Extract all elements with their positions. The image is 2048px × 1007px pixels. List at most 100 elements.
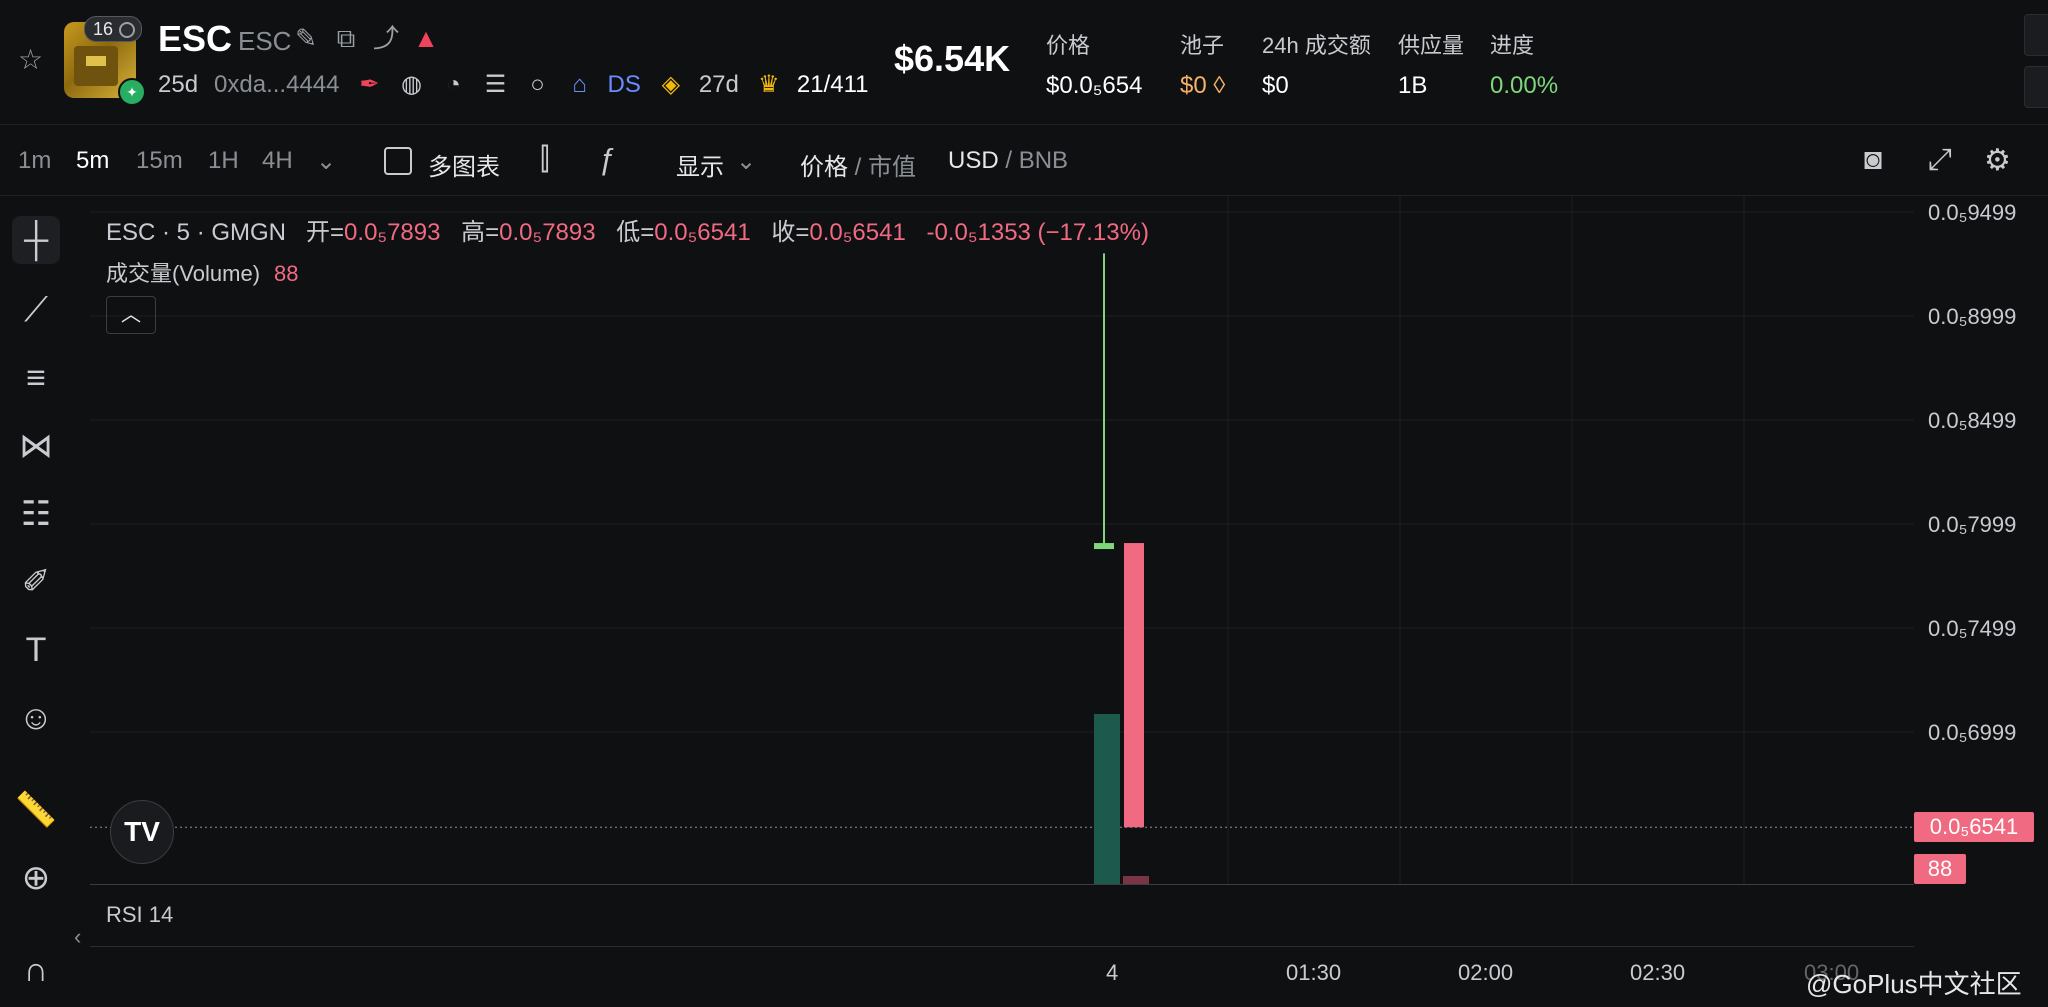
- collapse-legend-button[interactable]: ︿: [106, 296, 156, 334]
- interval-5m[interactable]: 5m: [76, 147, 110, 174]
- stat-value: 1B: [1398, 72, 1428, 99]
- camera-icon[interactable]: ◙: [1864, 143, 1883, 176]
- pane-divider[interactable]: [90, 884, 1914, 885]
- time-axis-divider: [90, 946, 1914, 947]
- collapse-left-icon[interactable]: ‹: [74, 924, 82, 949]
- mcap-option[interactable]: 市值: [868, 154, 917, 181]
- currency-toggle[interactable]: USD / BNB: [948, 147, 1069, 174]
- close-key: 收=: [771, 219, 810, 246]
- stat-label: 价格: [1046, 33, 1091, 58]
- stat-supply: 供应量 1B: [1398, 28, 1464, 100]
- ohlc-legend: ESC · 5 · GMGN 开=0.0₅7893 高=0.0₅7893 低=0…: [106, 212, 1163, 247]
- stat-label: 供应量: [1398, 33, 1465, 58]
- indicators-icon[interactable]: ƒ: [598, 143, 615, 176]
- token-address[interactable]: 0xda...4444: [214, 70, 340, 98]
- crosshair-icon[interactable]: ┼: [12, 216, 60, 264]
- stat-progress: 进度 0.00%: [1490, 28, 1558, 100]
- star-icon[interactable]: ☆: [18, 44, 44, 75]
- share-icon[interactable]: ⤴: [372, 23, 399, 53]
- holders-count: 21/411: [796, 70, 869, 98]
- edit-icon[interactable]: ✎: [295, 23, 317, 53]
- candle-body: [1094, 543, 1114, 550]
- fib-lines-icon[interactable]: ≡: [26, 359, 46, 397]
- token-name: ESC: [238, 26, 292, 56]
- volume-bar: [1094, 714, 1120, 884]
- multi-chart-checkbox[interactable]: [384, 147, 412, 175]
- search-icon[interactable]: ○: [530, 70, 545, 98]
- hat-icon[interactable]: ⌂: [572, 70, 587, 98]
- stat-value: 0.00%: [1490, 72, 1559, 99]
- drop-icon: ◊: [1206, 72, 1226, 99]
- crown-icon: ♛: [758, 71, 780, 98]
- brush-icon[interactable]: ✐: [21, 563, 51, 601]
- token-symbol: ESC: [158, 18, 233, 59]
- fullscreen-icon[interactable]: ⤢: [1928, 143, 1952, 176]
- watermark: @GoPlus中文社区: [1806, 969, 2022, 999]
- candle-type-icon[interactable]: ⫿: [540, 143, 550, 176]
- ruler-icon[interactable]: 📏: [14, 791, 58, 829]
- x-tick: 02:00: [1458, 960, 1514, 985]
- ds-label[interactable]: DS: [607, 70, 641, 98]
- pattern-icon[interactable]: ⋈: [19, 427, 53, 465]
- price-axis[interactable]: 0.0₅9499 0.0₅8999 0.0₅8499 0.0₅7999 0.0₅…: [1918, 196, 2048, 956]
- stat-label: 池子: [1180, 33, 1225, 58]
- magnet-icon[interactable]: ∩: [23, 951, 49, 989]
- price-option[interactable]: 价格: [800, 154, 848, 181]
- stat-value: $0.0₅654: [1046, 72, 1143, 99]
- header-actions: ✎ ⧉ ⤴ ▲: [292, 24, 440, 52]
- tradingview-logo[interactable]: TV: [110, 800, 174, 864]
- y-tick: 0.0₅9499: [1928, 200, 2017, 225]
- token-age: 25d: [158, 70, 199, 98]
- avatar-art: [74, 46, 118, 86]
- chart-toolbar: 1m 5m 15m 1H 4H ⌄ 多图表 ⫿ ƒ 显示 ⌄ 价格 / 市值 U…: [0, 125, 2048, 196]
- interval-dropdown-icon[interactable]: ⌄: [316, 148, 337, 175]
- stat-volume: 24h 成交额 $0: [1262, 28, 1371, 100]
- candlestick-chart[interactable]: [90, 196, 1914, 886]
- panel-toggle-button[interactable]: [2024, 14, 2048, 56]
- x-tick: 4: [1106, 960, 1119, 985]
- globe-icon[interactable]: ◍: [401, 71, 422, 98]
- copy-icon[interactable]: ⧉: [336, 23, 356, 53]
- open-value: 0.0₅7893: [344, 219, 441, 246]
- trendline-icon[interactable]: ⟋: [24, 291, 48, 329]
- low-key: 低=: [616, 219, 655, 246]
- price-mcap-toggle[interactable]: 价格 / 市值: [800, 154, 917, 181]
- stat-value: $0: [1262, 72, 1289, 99]
- interval-1m[interactable]: 1m: [18, 147, 52, 174]
- stat-label: 24h 成交额: [1262, 33, 1371, 58]
- feather-icon[interactable]: ✒: [359, 71, 380, 98]
- interval-1h[interactable]: 1H: [208, 147, 239, 174]
- x-tick: 02:30: [1630, 960, 1686, 985]
- text-tool-icon[interactable]: T: [25, 631, 47, 669]
- settings-icon[interactable]: ⚙: [1984, 144, 2011, 177]
- y-tick: 0.0₅8999: [1928, 304, 2017, 329]
- list-icon[interactable]: ☰: [484, 71, 507, 98]
- warning-icon[interactable]: ▲: [413, 23, 439, 53]
- leaf-icon: ✦: [118, 78, 146, 106]
- bnb-option[interactable]: BNB: [1018, 147, 1069, 174]
- rsi-label: RSI 14: [106, 902, 174, 927]
- open-key: 开=: [306, 219, 345, 246]
- usd-option[interactable]: USD: [948, 147, 999, 174]
- y-tick: 0.0₅7499: [1928, 616, 2017, 641]
- market-cap: $6.54K: [894, 38, 1011, 79]
- interval-15m[interactable]: 15m: [136, 147, 183, 174]
- volume-value: 88: [274, 261, 299, 286]
- projection-icon[interactable]: ☷: [20, 495, 52, 533]
- emoji-icon[interactable]: ☺: [18, 699, 54, 737]
- binance-icon[interactable]: ◈: [661, 71, 681, 98]
- token-meta-row: 25d 0xda...4444 ✒ ◍ ◔ ☰ ○ ⌂ DS ◈ 27d ♛ 2…: [158, 70, 885, 99]
- display-dropdown-icon[interactable]: ⌄: [736, 148, 757, 175]
- zoom-in-icon[interactable]: ⊕: [21, 859, 51, 897]
- multi-chart-label[interactable]: 多图表: [428, 154, 500, 181]
- last-price-tag: 0.0₅6541: [1914, 812, 2034, 842]
- y-tick: 0.0₅7999: [1928, 512, 2017, 537]
- interval-4h[interactable]: 4H: [262, 147, 293, 174]
- drawing-toolbar: ┼ ⟋ ≡ ⋈ ☷ ✐ T ☺ 📏 ⊕ ∩: [0, 196, 72, 1007]
- token-header: ☆ 16 ✦ ESC ESC ✎ ⧉ ⤴ ▲ 25d 0xda...4444 ✒…: [0, 0, 2048, 125]
- y-tick: 0.0₅6999: [1928, 720, 2017, 745]
- stat-label: 进度: [1490, 33, 1535, 58]
- display-menu[interactable]: 显示: [676, 154, 724, 181]
- panel-settings-button[interactable]: [2024, 66, 2048, 108]
- chart-icon[interactable]: ◔: [446, 70, 461, 98]
